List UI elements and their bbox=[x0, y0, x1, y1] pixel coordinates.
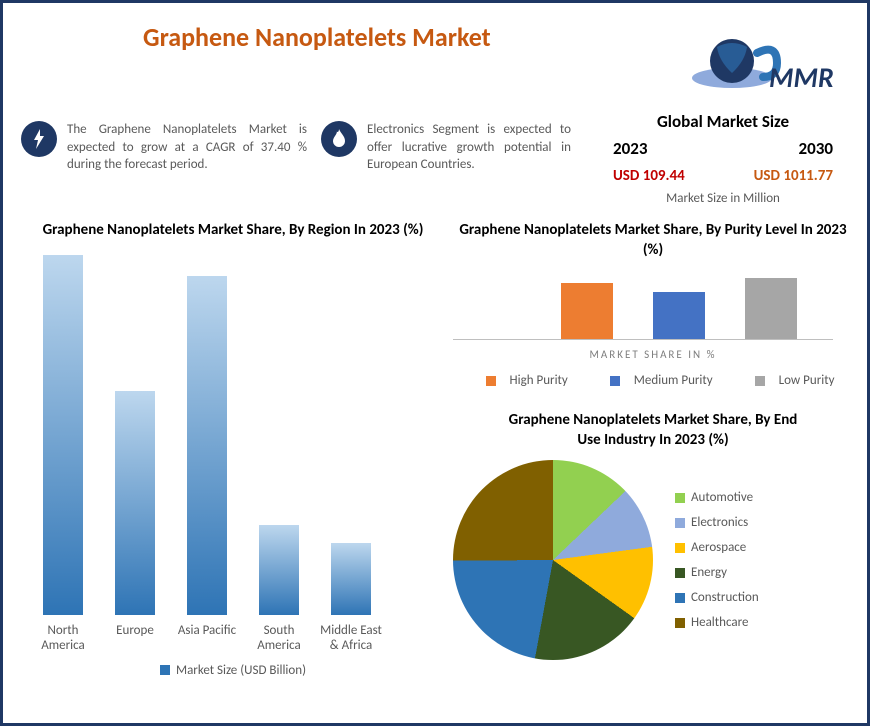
bolt-icon bbox=[21, 121, 57, 157]
purity-axis-label: MARKET SHARE IN % bbox=[453, 348, 853, 361]
pie-legend-item: Energy bbox=[675, 565, 759, 580]
region-bar-label: Europe bbox=[103, 623, 167, 638]
region-bar bbox=[115, 391, 155, 614]
region-bar bbox=[187, 276, 227, 614]
main-title: Graphene Nanoplatelets Market bbox=[143, 21, 491, 53]
region-bar-label: Middle East & Africa bbox=[319, 623, 383, 653]
flame-icon bbox=[321, 121, 357, 157]
region-bar bbox=[43, 255, 83, 615]
pie-legend-item: Automotive bbox=[675, 490, 759, 505]
region-bar-chart: Graphene Nanoplatelets Market Share, By … bbox=[33, 221, 433, 678]
region-bar-label: North America bbox=[31, 623, 95, 653]
pie-chart-title: Graphene Nanoplatelets Market Share, By … bbox=[503, 411, 803, 450]
purity-bar bbox=[745, 278, 797, 339]
logo-text: MMR bbox=[769, 60, 834, 95]
gms-year-2030: 2030 bbox=[799, 138, 833, 159]
purity-bar bbox=[561, 283, 613, 339]
gms-title: Global Market Size bbox=[613, 111, 833, 132]
purity-legend: High Purity Medium Purity Low Purity bbox=[453, 373, 853, 388]
pie-legend-item: Healthcare bbox=[675, 615, 759, 630]
purity-legend-item: Low Purity bbox=[741, 373, 835, 388]
purity-plot-area bbox=[453, 270, 833, 340]
region-bar-label: Asia Pacific bbox=[175, 623, 239, 638]
infographic-frame: Graphene Nanoplatelets Market MMR The Gr… bbox=[0, 0, 870, 726]
region-legend: Market Size (USD Billion) bbox=[33, 663, 433, 678]
global-market-size: Global Market Size 2023 2030 USD 109.44 … bbox=[613, 111, 833, 206]
gms-year-2023: 2023 bbox=[613, 138, 647, 159]
gms-value-2023: USD 109.44 bbox=[613, 167, 685, 185]
region-plot-area: North AmericaEuropeAsia PacificSouth Ame… bbox=[33, 255, 413, 615]
info-text-electronics: Electronics Segment is expected to offer… bbox=[367, 121, 571, 174]
info-block-electronics: Electronics Segment is expected to offer… bbox=[321, 121, 571, 174]
pie-legend-item: Electronics bbox=[675, 515, 759, 530]
region-legend-label: Market Size (USD Billion) bbox=[176, 663, 306, 678]
purity-bar-chart: Graphene Nanoplatelets Market Share, By … bbox=[453, 221, 853, 388]
region-legend-swatch bbox=[160, 665, 170, 675]
end-use-pie-chart: Graphene Nanoplatelets Market Share, By … bbox=[453, 411, 853, 660]
mmr-logo: MMR bbox=[687, 33, 847, 103]
gms-value-2030: USD 1011.77 bbox=[754, 167, 833, 185]
region-bar bbox=[331, 543, 371, 615]
purity-bar bbox=[653, 292, 705, 339]
pie-legend-item: Construction bbox=[675, 590, 759, 605]
info-text-cagr: The Graphene Nanoplatelets Market is exp… bbox=[67, 121, 307, 174]
purity-legend-item: Medium Purity bbox=[596, 373, 713, 388]
purity-chart-title: Graphene Nanoplatelets Market Share, By … bbox=[453, 221, 853, 260]
gms-footer: Market Size in Million bbox=[613, 191, 833, 206]
pie-graphic bbox=[453, 460, 653, 660]
info-row: The Graphene Nanoplatelets Market is exp… bbox=[21, 121, 627, 174]
pie-legend: Automotive Electronics Aerospace Energy Cons… bbox=[675, 480, 759, 640]
purity-legend-item: High Purity bbox=[472, 373, 568, 388]
pie-legend-item: Aerospace bbox=[675, 540, 759, 555]
region-bar-label: South America bbox=[247, 623, 311, 653]
region-bar bbox=[259, 525, 299, 615]
info-block-cagr: The Graphene Nanoplatelets Market is exp… bbox=[21, 121, 307, 174]
region-chart-title: Graphene Nanoplatelets Market Share, By … bbox=[33, 221, 433, 241]
